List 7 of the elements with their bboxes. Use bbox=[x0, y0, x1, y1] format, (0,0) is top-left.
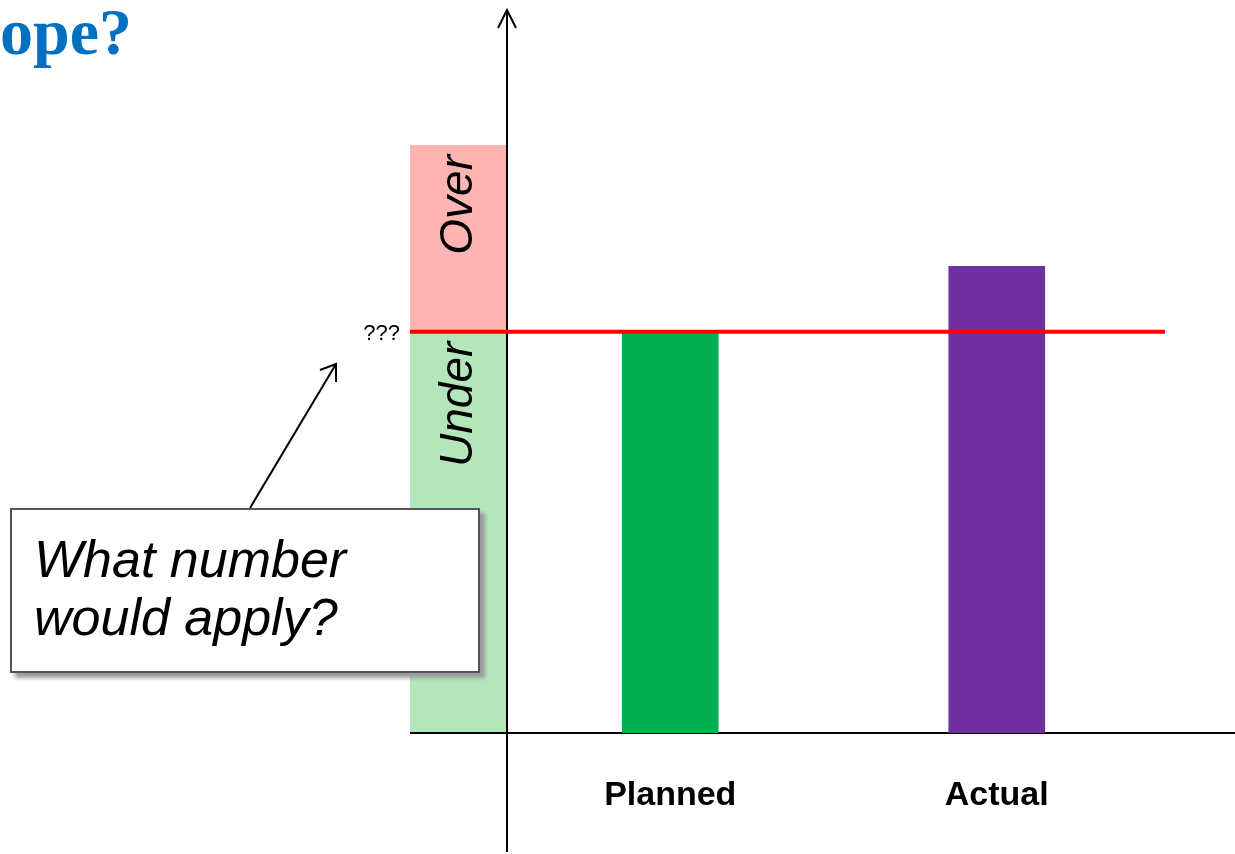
chart-title: ope? bbox=[0, 0, 132, 70]
x-tick-label: Actual bbox=[944, 773, 1049, 812]
band-label: Under bbox=[429, 339, 482, 467]
ref-line-label: ??? bbox=[363, 319, 400, 345]
text: What number would apply? bbox=[10, 508, 480, 673]
band-label: Over bbox=[429, 153, 482, 255]
x-tick-label: Planned bbox=[604, 773, 737, 812]
